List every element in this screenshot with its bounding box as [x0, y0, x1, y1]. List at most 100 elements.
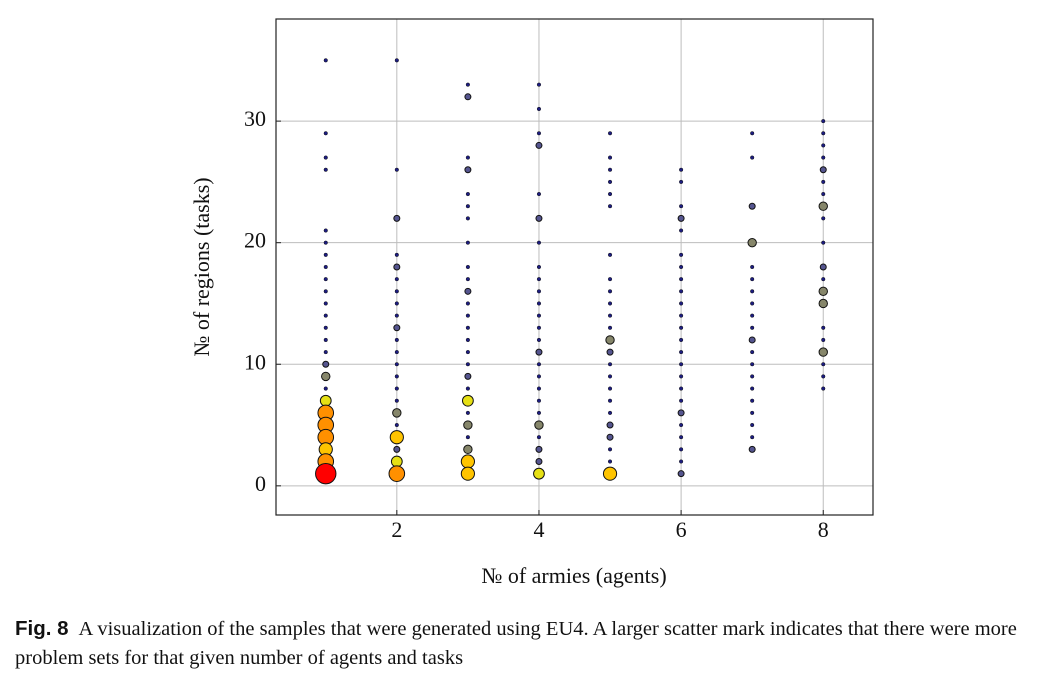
scatter-point — [748, 445, 756, 453]
scatter-point — [394, 350, 399, 355]
scatter-point — [607, 131, 613, 136]
scatter-point — [460, 466, 475, 481]
scatter-point — [323, 131, 328, 136]
scatter-point — [394, 301, 399, 306]
scatter-point — [536, 277, 542, 282]
scatter-point — [750, 398, 755, 403]
scatter-point — [679, 277, 684, 282]
scatter-point — [821, 143, 826, 148]
scatter-point — [394, 337, 399, 342]
scatter-point — [322, 360, 330, 368]
scatter-point — [607, 313, 613, 318]
scatter-point — [465, 337, 470, 342]
scatter-point — [819, 263, 827, 271]
scatter-point — [748, 202, 756, 210]
scatter-point — [465, 192, 470, 197]
scatter-point — [679, 337, 684, 342]
scatter-point — [465, 350, 470, 355]
scatter-point — [390, 455, 403, 468]
scatter-point — [607, 301, 613, 306]
scatter-point — [315, 462, 337, 485]
chart: № of armies (agents) № of regions (tasks… — [189, 18, 874, 588]
scatter-point — [750, 410, 755, 415]
scatter-point — [607, 374, 613, 379]
scatter-point — [606, 433, 614, 441]
scatter-point — [750, 301, 755, 306]
scatter-point — [323, 313, 328, 318]
scatter-point — [821, 192, 826, 197]
scatter-point — [535, 458, 543, 466]
scatter-point — [679, 228, 684, 233]
marks — [315, 58, 828, 485]
grid — [276, 19, 873, 515]
scatter-point — [394, 277, 399, 282]
scatter-point — [536, 289, 542, 294]
scatter-point — [818, 201, 828, 211]
scatter-point — [394, 313, 399, 318]
scatter-point — [607, 155, 613, 160]
scatter-point — [536, 362, 542, 367]
scatter-point — [535, 214, 543, 222]
scatter-point — [535, 445, 543, 453]
scatter-point — [394, 58, 399, 63]
scatter-point — [679, 459, 684, 464]
scatter-point — [388, 465, 406, 482]
scatter-point — [536, 435, 542, 440]
scatter-point — [607, 277, 613, 282]
scatter-point — [605, 335, 615, 345]
scatter-point — [679, 179, 684, 184]
scatter-point — [748, 336, 756, 344]
scatter-point — [323, 301, 328, 306]
scatter-point — [679, 435, 684, 440]
scatter-point — [750, 435, 755, 440]
caption-text: A visualization of the samples that were… — [15, 618, 1017, 669]
scatter-point — [677, 409, 685, 417]
scatter-point — [323, 228, 328, 233]
scatter-point — [607, 410, 613, 415]
scatter-point — [465, 386, 470, 391]
scatter-point — [323, 58, 328, 63]
scatter-point — [461, 394, 474, 407]
scatter-point — [536, 192, 542, 197]
scatter-point — [465, 301, 470, 306]
scatter-point — [679, 386, 684, 391]
scatter-point — [465, 435, 470, 440]
scatter-point — [821, 131, 826, 136]
y-tick-label: 0 — [255, 471, 266, 496]
scatter-point — [465, 204, 470, 209]
scatter-point — [394, 422, 399, 428]
caption: Fig. 8 A visualization of the samples th… — [15, 614, 1060, 673]
scatter-point — [821, 277, 826, 282]
scatter-point — [536, 240, 542, 245]
scatter-point — [821, 179, 826, 184]
x-tick-label: 8 — [818, 517, 829, 542]
scatter-point — [679, 325, 684, 330]
y-axis-label: № of regions (tasks) — [189, 177, 214, 356]
x-tick-label: 2 — [391, 517, 402, 542]
scatter-point — [394, 374, 399, 379]
scatter-point — [533, 467, 545, 480]
scatter-point — [323, 252, 328, 257]
scatter-point — [750, 325, 755, 330]
scatter-point — [819, 166, 827, 174]
scatter-point — [607, 325, 613, 330]
scatter-point — [392, 408, 402, 418]
scatter-point — [464, 287, 472, 295]
scatter-point — [607, 204, 613, 209]
scatter-point — [750, 350, 755, 355]
scatter-point — [393, 445, 401, 453]
scatter-point — [323, 240, 328, 245]
scatter-point — [607, 398, 613, 403]
scatter-point — [750, 131, 755, 136]
scatter-point — [750, 289, 755, 294]
scatter-point — [607, 447, 613, 452]
scatter-point — [750, 277, 755, 282]
scatter-point — [607, 289, 613, 294]
scatter-point — [679, 398, 684, 403]
scatter-point — [464, 372, 472, 380]
scatter-point — [323, 337, 328, 342]
scatter-point — [536, 264, 542, 270]
scatter-point — [465, 82, 470, 87]
scatter-point — [319, 394, 332, 407]
scatter-point — [394, 289, 399, 294]
